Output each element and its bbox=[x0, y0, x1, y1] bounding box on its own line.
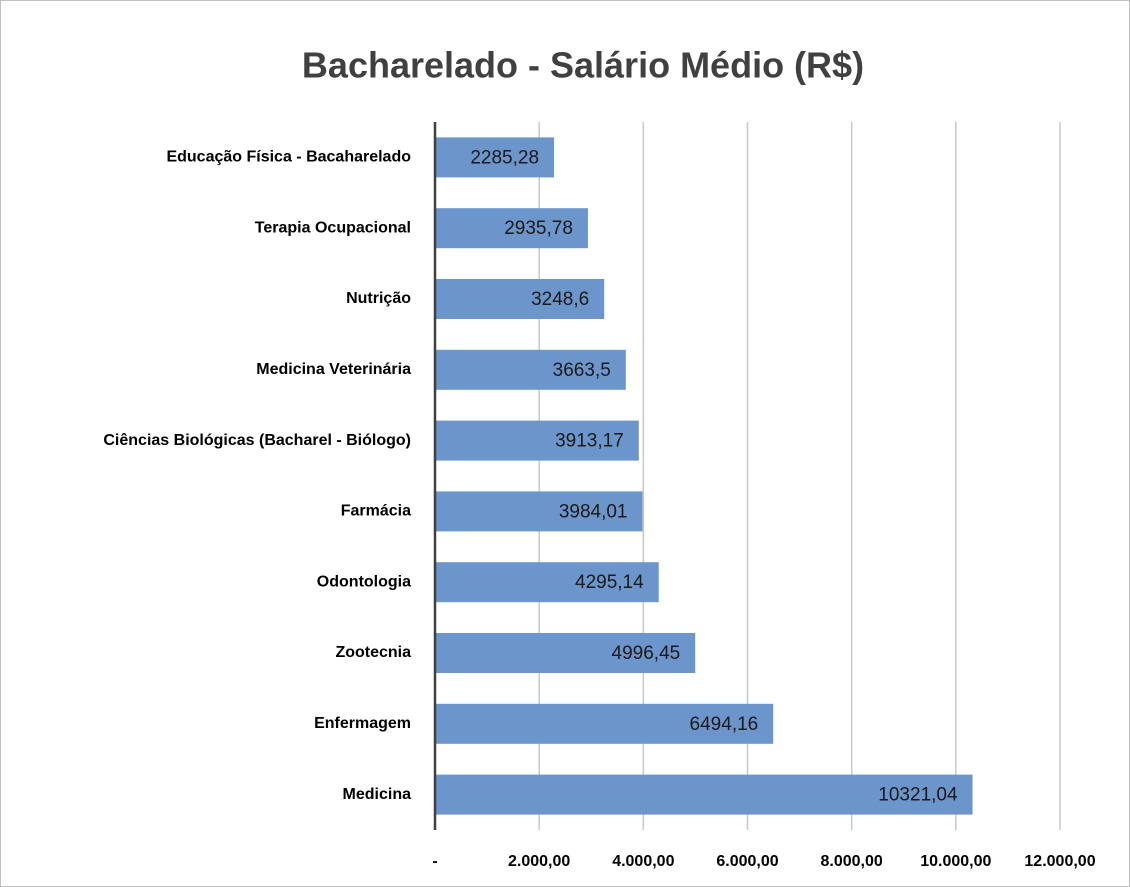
y-tick-label: Terapia Ocupacional bbox=[255, 219, 411, 236]
x-tick-label: 10.000,00 bbox=[920, 853, 991, 870]
bar bbox=[435, 562, 659, 603]
y-tick-label: Enfermagem bbox=[314, 715, 411, 732]
x-tick-label: 8.000,00 bbox=[821, 853, 883, 870]
value-label: 2935,78 bbox=[504, 218, 573, 239]
y-tick-label: Farmácia bbox=[341, 503, 411, 520]
y-tick-label: Ciências Biológicas (Bacharel - Biólogo) bbox=[103, 432, 411, 449]
x-tick-label: 2.000,00 bbox=[508, 853, 570, 870]
value-label: 3248,6 bbox=[531, 289, 589, 310]
bar bbox=[435, 491, 643, 532]
value-label: 4996,45 bbox=[612, 643, 681, 664]
bar bbox=[435, 208, 588, 249]
bar bbox=[435, 703, 774, 744]
y-tick-label: Medicina Veterinária bbox=[256, 361, 411, 378]
value-label: 3913,17 bbox=[555, 431, 624, 452]
chart-title: Bacharelado - Salário Médio (R$) bbox=[302, 45, 864, 86]
x-tick-label: 6.000,00 bbox=[716, 853, 778, 870]
value-label: 10321,04 bbox=[878, 785, 958, 806]
y-tick-label: Nutrição bbox=[346, 290, 411, 307]
value-label: 6494,16 bbox=[690, 714, 759, 735]
x-tick-label: 12.000,00 bbox=[1024, 853, 1095, 870]
value-label: 3984,01 bbox=[559, 501, 628, 522]
value-label: 3663,5 bbox=[553, 360, 611, 381]
bar bbox=[435, 137, 555, 178]
bar bbox=[435, 633, 696, 673]
x-tick-label: - bbox=[432, 853, 437, 870]
bar bbox=[435, 279, 605, 319]
x-tick-label: 4.000,00 bbox=[612, 853, 674, 870]
value-label: 2285,28 bbox=[470, 147, 539, 168]
y-tick-label: Zootecnia bbox=[335, 644, 411, 661]
bar bbox=[435, 349, 626, 390]
y-tick-label: Odontologia bbox=[317, 573, 411, 590]
y-tick-label: Educação Física - Bacaharelado bbox=[166, 149, 411, 166]
bar bbox=[435, 774, 973, 815]
bar bbox=[435, 420, 639, 461]
value-label: 4295,14 bbox=[575, 572, 644, 593]
y-tick-label: Medicina bbox=[343, 786, 412, 803]
